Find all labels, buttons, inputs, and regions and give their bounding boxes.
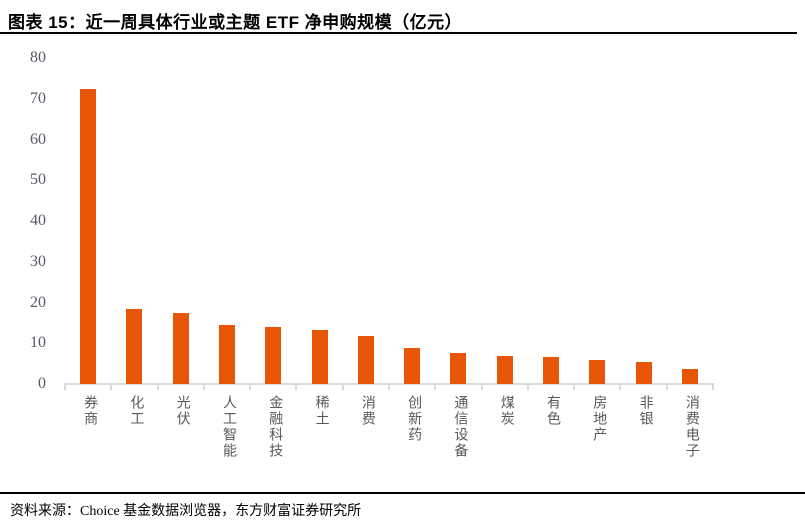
y-tick-label: 30 xyxy=(30,252,46,270)
x-category-label: 稀土 xyxy=(313,395,329,427)
x-category-label: 券商 xyxy=(82,395,98,427)
x-tick-mark xyxy=(64,383,66,390)
x-category-label: 光伏 xyxy=(174,395,190,427)
x-tick-mark xyxy=(619,383,622,390)
x-category-label: 化工 xyxy=(128,395,144,427)
y-tick-label: 80 xyxy=(30,49,46,66)
figure-title: 图表 15：近一周具体行业或主题 ETF 净申购规模（亿元） xyxy=(0,0,797,34)
y-tick-label: 50 xyxy=(30,171,46,189)
bar xyxy=(219,325,235,384)
x-category-label: 人工智能 xyxy=(221,395,236,459)
y-tick-label: 10 xyxy=(30,334,46,352)
bar-chart: 0 10 20 30 40 50 60 70 80 券商 化工 光伏 人工智能 金融科技 稀土 消费 创新药 通信… xyxy=(0,35,805,491)
x-category-label: 煤炭 xyxy=(498,395,514,427)
bar xyxy=(172,313,189,384)
y-tick-label: 60 xyxy=(30,130,46,148)
x-tick-mark xyxy=(388,383,390,390)
x-category-label: 非银 xyxy=(637,395,653,427)
x-tick-mark xyxy=(434,383,437,390)
bar xyxy=(404,348,421,384)
x-category-label: 有色 xyxy=(545,395,560,427)
y-tick-label: 70 xyxy=(30,89,46,107)
bar xyxy=(126,309,143,384)
x-tick-mark xyxy=(156,383,159,390)
bar xyxy=(635,362,652,384)
x-category-label: 通信设备 xyxy=(452,395,468,459)
x-tick-mark xyxy=(341,383,344,390)
y-tick-label: 40 xyxy=(30,212,46,229)
x-tick-mark xyxy=(110,383,113,390)
bar xyxy=(681,369,698,384)
x-tick-mark xyxy=(712,383,714,390)
x-tick-mark xyxy=(573,383,576,390)
bar xyxy=(450,353,467,384)
y-tick-label: 20 xyxy=(30,293,46,311)
source-note: 资料来源：Choice 基金数据浏览器，东方财富证券研究所 xyxy=(0,492,805,521)
bar xyxy=(311,330,328,384)
x-tick-mark xyxy=(249,383,252,390)
bar xyxy=(80,89,97,384)
x-category-label: 消费电子 xyxy=(683,395,699,459)
y-tick-label: 0 xyxy=(38,375,46,392)
x-tick-mark xyxy=(295,383,298,390)
x-tick-mark xyxy=(526,383,529,390)
bar xyxy=(496,356,513,384)
x-tick-mark xyxy=(665,383,668,390)
x-category-label: 金融科技 xyxy=(267,395,283,459)
bar xyxy=(357,336,374,384)
x-category-label: 房地产 xyxy=(591,395,607,443)
x-category-label: 消费 xyxy=(359,395,375,427)
bar xyxy=(589,360,606,384)
x-category-label: 创新药 xyxy=(406,395,422,443)
bar xyxy=(543,357,559,384)
x-tick-mark xyxy=(202,383,205,390)
x-tick-mark xyxy=(480,383,483,390)
bar xyxy=(265,327,282,384)
